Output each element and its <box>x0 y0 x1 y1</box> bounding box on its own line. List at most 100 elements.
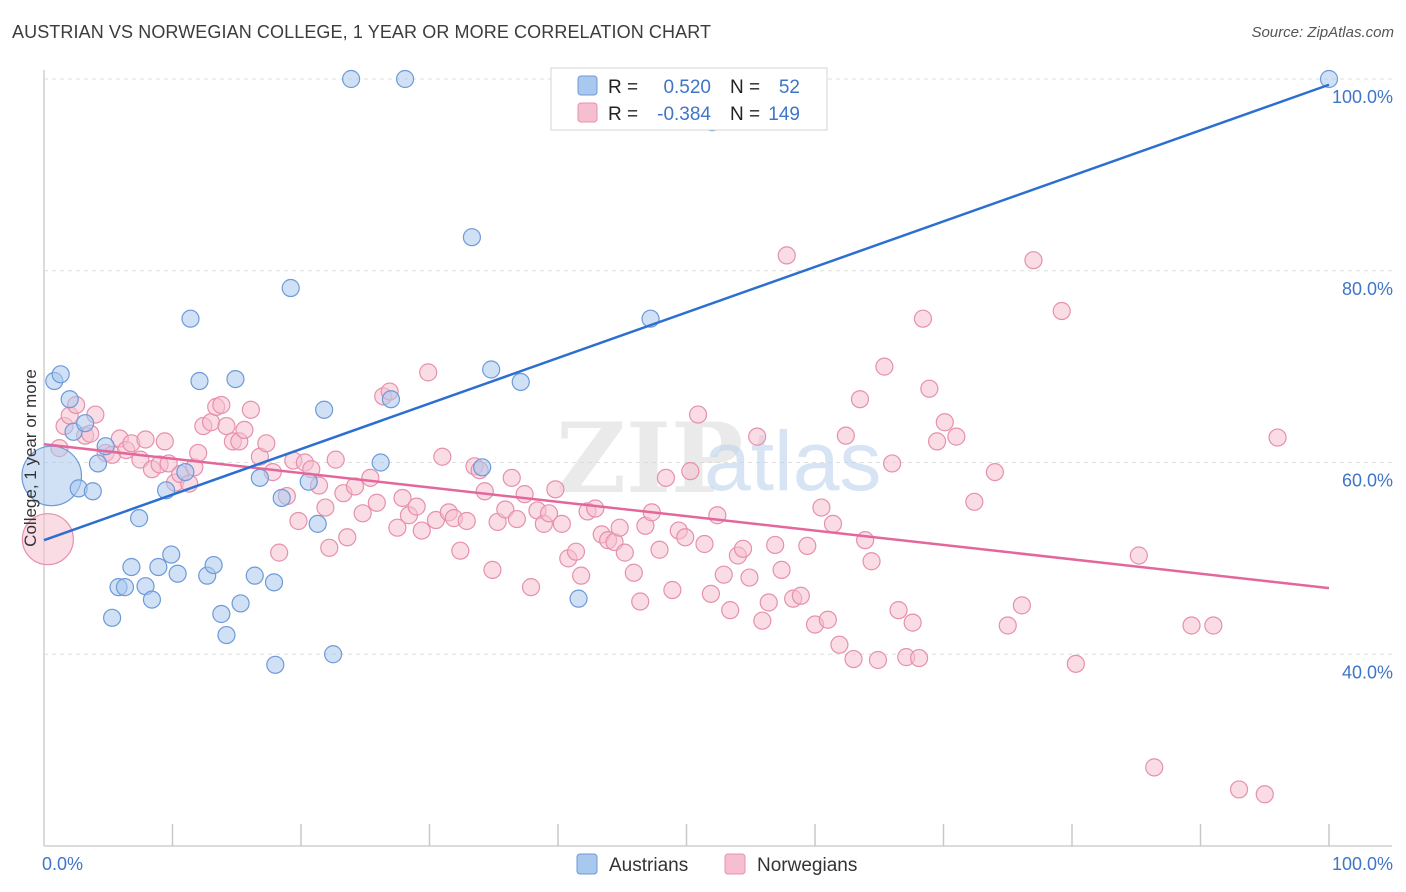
norwegians-point <box>812 498 831 517</box>
x-tick-label-max: 100.0% <box>1332 854 1393 874</box>
austrians-point <box>308 514 327 533</box>
austrians-point <box>217 625 236 645</box>
norwegians-point <box>777 246 796 265</box>
norwegians-point <box>998 616 1017 635</box>
norwegians-point <box>791 586 810 605</box>
legend-n-value-austrians: 52 <box>779 77 800 98</box>
norwegians-point <box>1012 596 1031 615</box>
source-label: Source: ZipAtlas.com <box>1251 24 1394 41</box>
norwegians-point <box>515 485 534 504</box>
austrians-point <box>142 590 162 609</box>
chart-title: AUSTRIAN VS NORWEGIAN COLLEGE, 1 YEAR OR… <box>12 22 712 42</box>
y-tick-label: 100.0% <box>1332 87 1393 107</box>
legend-n-label-norwegians: N = <box>730 104 760 125</box>
norwegians-point <box>257 434 276 453</box>
austrians-point <box>122 557 141 577</box>
austrians-point <box>226 369 245 389</box>
y-axis-title: College, 1 year or more <box>21 369 40 547</box>
austrians-point <box>51 365 70 384</box>
y-tick-label: 40.0% <box>1342 662 1393 682</box>
norwegians-point <box>676 528 695 547</box>
austrians-point <box>231 594 250 613</box>
norwegians-point <box>714 565 733 584</box>
austrians-point <box>115 578 135 597</box>
austrians-point <box>342 69 361 89</box>
legend-r-label-austrians: R = <box>608 77 638 98</box>
austrians-point <box>88 454 108 473</box>
norwegians-point <box>836 426 855 445</box>
norwegians-point <box>270 543 289 562</box>
norwegians-point <box>903 613 922 632</box>
norwegians-point <box>856 531 875 550</box>
norwegians-point <box>1024 251 1043 270</box>
austrians-point <box>103 608 122 627</box>
austrians-point <box>162 545 181 564</box>
austrians-point <box>324 645 343 664</box>
norwegians-point <box>909 648 929 668</box>
norwegians-point <box>766 535 785 555</box>
norwegians-point <box>850 390 870 409</box>
norwegians-point <box>1182 616 1201 635</box>
legend-r-value-austrians: 0.520 <box>663 77 711 98</box>
norwegians-point <box>927 432 947 451</box>
norwegians-point <box>201 413 221 432</box>
norwegians-point <box>733 539 753 558</box>
austrians-points <box>21 69 1339 674</box>
austrians-point <box>381 390 401 409</box>
norwegians-point <box>965 492 984 511</box>
norwegians-point <box>985 462 1005 482</box>
norwegians-point <box>610 518 629 537</box>
austrians-point <box>181 309 200 328</box>
norwegians-point <box>136 430 155 449</box>
norwegians-point <box>483 560 502 579</box>
norwegians-point <box>920 379 939 398</box>
austrians-point <box>60 390 79 409</box>
norwegians-point <box>695 534 714 554</box>
norwegians-point <box>631 592 650 611</box>
watermark-atlas: atlas <box>704 414 881 508</box>
norwegians-point <box>615 543 634 562</box>
norwegians-point <box>701 584 721 603</box>
norwegians-point <box>740 568 759 587</box>
bottom-legend-swatch-norwegians <box>724 853 746 875</box>
norwegians-point <box>875 357 894 376</box>
norwegians-point <box>753 611 772 630</box>
austrians-point <box>212 604 231 624</box>
norwegians-point <box>663 580 682 600</box>
norwegians-point <box>457 511 476 531</box>
norwegians-point <box>419 363 438 382</box>
norwegians-point <box>1229 780 1249 799</box>
norwegians-point <box>947 427 966 446</box>
trend-lines <box>43 83 1330 590</box>
norwegians-point <box>1268 428 1287 447</box>
norwegians-point <box>868 650 888 670</box>
austrians-point <box>264 573 284 592</box>
x-axis-ticks <box>171 824 1330 846</box>
norwegians-point <box>316 498 335 517</box>
y-tick-label: 80.0% <box>1342 279 1393 299</box>
legend-n-value-norwegians: 149 <box>768 104 800 125</box>
austrians-point <box>83 482 102 501</box>
norwegians-point <box>1052 301 1071 321</box>
norwegians-point <box>566 542 586 561</box>
norwegians-point <box>451 541 470 560</box>
norwegians-point <box>212 395 231 415</box>
norwegians-point <box>289 511 308 531</box>
norwegians-point <box>367 493 386 512</box>
norwegians-point <box>521 578 541 597</box>
norwegians-point <box>1255 785 1274 804</box>
norwegians-point <box>721 601 740 620</box>
norwegians-point <box>1066 654 1085 673</box>
y-tick-label: 60.0% <box>1342 471 1393 491</box>
austrians-point <box>204 555 223 575</box>
austrians-point <box>250 468 269 487</box>
bottom-legend-label-norwegians: Norwegians <box>757 855 857 876</box>
norwegians-point <box>798 536 817 556</box>
austrians-point <box>482 360 501 379</box>
norwegians-point <box>407 497 426 516</box>
norwegians-point <box>475 482 494 501</box>
norwegians-point <box>759 593 778 612</box>
norwegians-point <box>155 432 174 451</box>
norwegians-trend-line <box>43 443 1330 590</box>
